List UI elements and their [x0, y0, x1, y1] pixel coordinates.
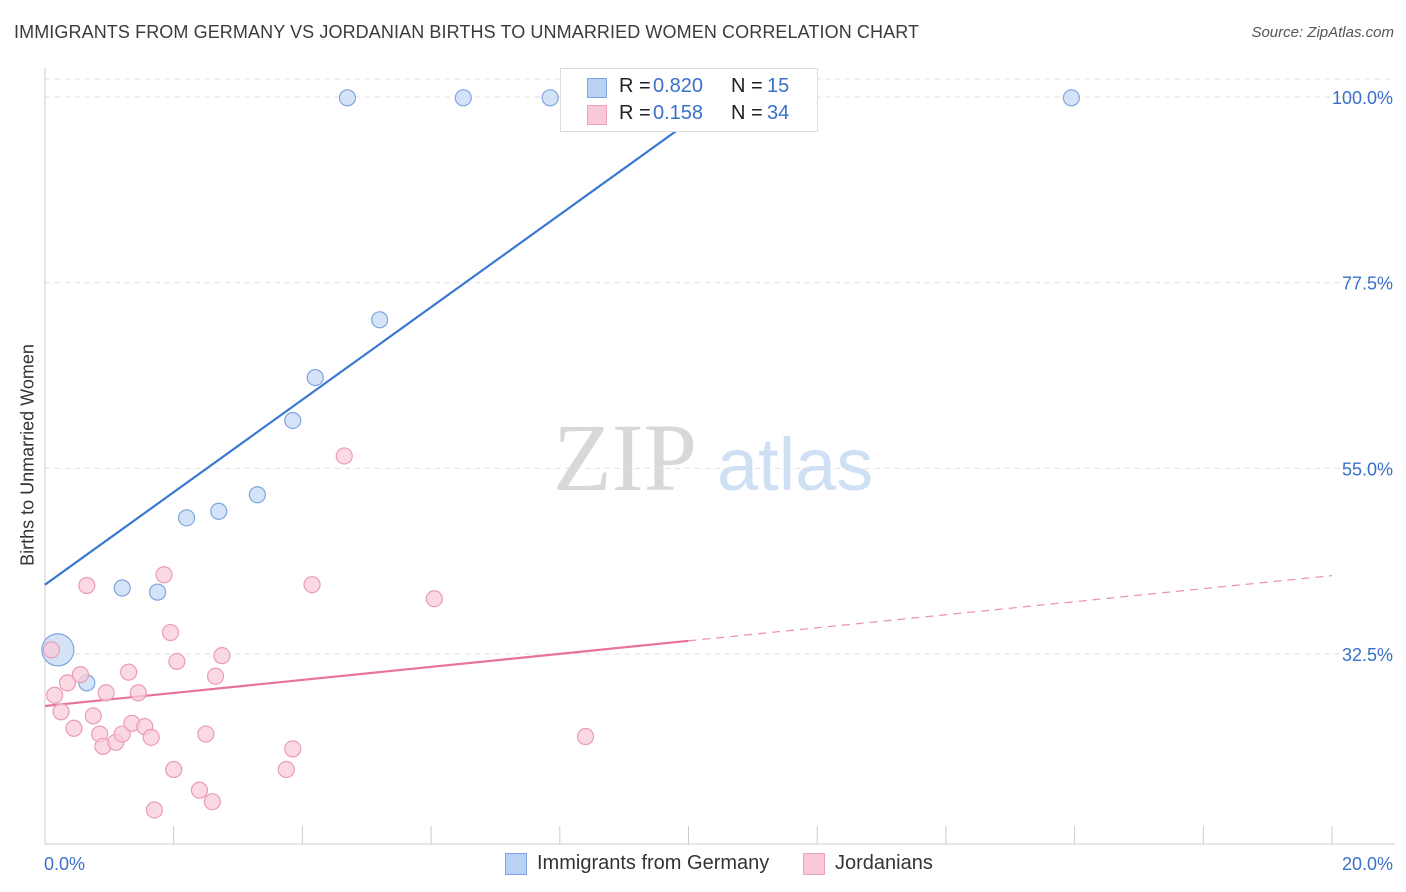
point-jordanians: [52, 703, 70, 721]
point-germany: [541, 89, 559, 107]
y-tick-label: 32.5%: [1342, 645, 1393, 665]
point-jordanians: [425, 590, 443, 608]
watermark-atlas: atlas: [717, 423, 873, 506]
legend-n-value: 15: [767, 75, 790, 97]
data-points: [41, 89, 1080, 819]
x-tick-label: 20.0%: [1342, 854, 1393, 874]
point-jordanians: [65, 719, 83, 737]
trend-extension-jordanians: [688, 575, 1333, 642]
trend-lines: [44, 79, 1333, 708]
point-germany: [248, 486, 266, 504]
tick-labels: 32.5% 55.0% 77.5% 100.0% 0.0% 20.0%: [44, 88, 1393, 874]
point-jordanians: [277, 760, 295, 779]
point-jordanians: [84, 707, 102, 725]
legend-n-label: N =: [731, 75, 763, 97]
stats-legend: R = 0.820 N = 15 R = 0.158 N = 34: [560, 68, 818, 132]
point-jordanians: [190, 781, 209, 799]
legend-n-value: 34: [767, 102, 790, 124]
legend-label-jordanians: Jordanians: [835, 852, 933, 874]
point-jordanians: [58, 674, 77, 692]
point-jordanians: [197, 725, 215, 743]
trend-line-jordanians: [44, 639, 689, 708]
point-jordanians: [576, 727, 595, 746]
legend-r-label: R =: [619, 102, 651, 124]
legend-swatch-jordanians: [803, 853, 825, 875]
source-label[interactable]: Source: ZipAtlas.com: [1251, 24, 1394, 41]
point-jordanians: [284, 740, 302, 758]
chart-title: IMMIGRANTS FROM GERMANY VS JORDANIAN BIR…: [14, 22, 920, 42]
point-jordanians: [168, 652, 186, 671]
watermark-zip: ZIP: [553, 404, 697, 511]
point-jordanians: [145, 801, 163, 819]
y-tick-label: 100.0%: [1332, 88, 1393, 108]
point-jordanians: [42, 641, 61, 659]
point-jordanians: [213, 647, 231, 665]
legend-r-label: R =: [619, 75, 651, 97]
point-jordanians: [161, 623, 180, 642]
point-jordanians: [335, 447, 353, 465]
legend-swatch-germany: [505, 853, 527, 875]
point-jordanians: [203, 793, 221, 811]
point-jordanians: [71, 666, 89, 684]
point-jordanians: [165, 760, 183, 779]
y-tick-label: 77.5%: [1342, 274, 1393, 294]
legend-n-label: N =: [731, 102, 763, 124]
trend-line-germany: [44, 79, 748, 586]
y-tick-label: 55.0%: [1342, 459, 1393, 479]
legend-r-value: 0.820: [653, 75, 704, 97]
point-germany: [306, 368, 324, 387]
point-jordanians: [97, 684, 115, 702]
point-germany: [149, 583, 167, 601]
legend-swatch-jordanians: [587, 105, 607, 125]
point-jordanians: [303, 576, 321, 594]
point-jordanians: [78, 576, 96, 595]
point-germany: [454, 89, 472, 107]
point-jordanians: [206, 667, 225, 685]
point-germany: [1062, 89, 1080, 107]
point-jordanians: [129, 684, 147, 702]
point-germany: [338, 89, 357, 107]
point-germany: [284, 411, 302, 430]
point-jordanians: [142, 728, 160, 746]
point-germany: [210, 502, 228, 520]
gridlines: [45, 78, 1395, 655]
axes: [44, 68, 1395, 845]
point-jordanians: [120, 663, 138, 681]
x-tick-label: 0.0%: [44, 854, 85, 874]
legend-swatch-germany: [587, 78, 607, 98]
point-jordanians: [113, 725, 131, 743]
series-legend: Immigrants from Germany Jordanians: [0, 850, 1406, 880]
legend-r-value: 0.158: [653, 102, 704, 124]
point-jordanians: [155, 566, 173, 584]
legend-label-germany: Immigrants from Germany: [537, 852, 770, 874]
watermark: ZIP atlas: [553, 404, 873, 511]
point-germany: [113, 579, 131, 597]
point-germany: [177, 509, 196, 527]
point-germany: [371, 311, 389, 329]
point-jordanians: [46, 686, 64, 704]
